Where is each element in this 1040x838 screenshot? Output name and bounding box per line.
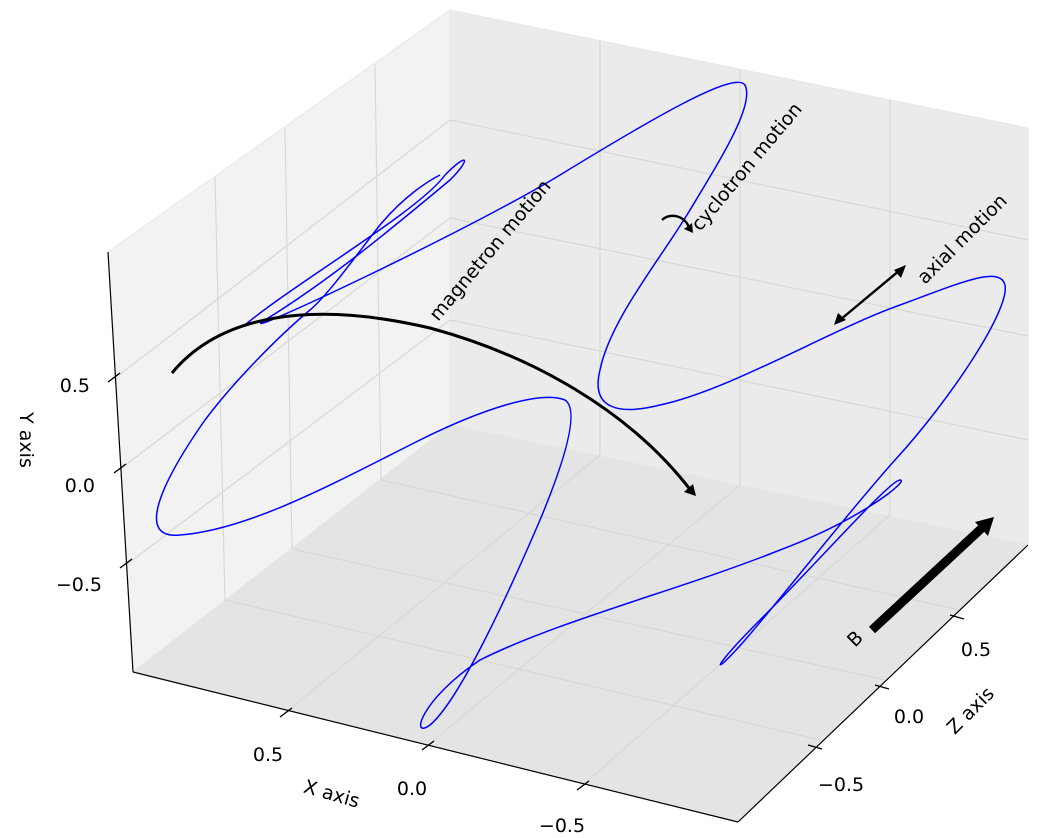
grid-lines [113,40,1029,786]
y-tick-label: 0.0 [65,475,95,497]
x-tick-label: 0.5 [253,744,283,766]
axis-lines [107,251,1029,823]
z-axis-label: Z axis [943,683,999,739]
y-axis-line [107,251,134,673]
tick-marks [107,372,965,791]
x-tick-label: 0.0 [397,778,427,800]
z-tick-label: −0.5 [818,774,864,796]
axial-arrow [834,265,906,325]
x-tick-label: −0.5 [539,815,585,837]
z-tick-label: 0.0 [894,706,924,728]
z-axis-line [737,544,1029,823]
magnetron-arrow [170,312,696,496]
y-tick-label: 0.5 [60,375,90,397]
cyclotron-arrow [661,214,693,233]
x-axis-label: X axis [301,776,362,813]
x-axis-line [132,671,739,823]
y-axis-label: Y axis [15,411,37,468]
b-field-arrow [868,517,994,634]
y-tick-label: −0.5 [56,574,102,596]
z-tick-label: 0.5 [961,639,991,661]
trajectory-line [155,81,1006,729]
